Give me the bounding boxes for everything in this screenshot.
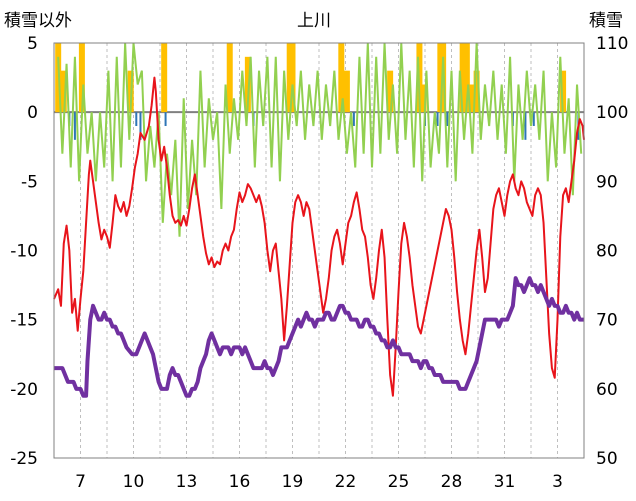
blue-bar bbox=[524, 112, 527, 140]
x-tick-label: 28 bbox=[441, 472, 463, 492]
orange-bar bbox=[78, 43, 85, 113]
orange-bar bbox=[387, 70, 394, 113]
x-tick-label: 3 bbox=[552, 472, 563, 492]
left-tick-label: -20 bbox=[10, 380, 38, 400]
orange-bar bbox=[289, 43, 296, 113]
series-line bbox=[53, 76, 585, 397]
left-tick-label: -15 bbox=[10, 311, 38, 331]
orange-bar bbox=[463, 43, 470, 113]
orange-bar bbox=[469, 84, 476, 113]
left-tick-label: -25 bbox=[10, 449, 38, 469]
left-tick-label: 0 bbox=[27, 103, 38, 123]
blue-bar bbox=[352, 112, 355, 126]
x-tick-label: 7 bbox=[75, 472, 86, 492]
blue-bar bbox=[532, 112, 535, 126]
series-lines bbox=[53, 42, 585, 398]
x-tick-label: 22 bbox=[335, 472, 357, 492]
right-tick-label: 80 bbox=[596, 242, 618, 262]
blue-bar bbox=[446, 112, 449, 126]
blue-bar bbox=[139, 112, 142, 140]
orange-bar bbox=[473, 70, 480, 113]
right-tick-label: 110 bbox=[596, 34, 628, 54]
x-tick-label: 25 bbox=[388, 472, 410, 492]
right-tick-label: 100 bbox=[596, 103, 628, 123]
right-tick-label: 70 bbox=[596, 311, 618, 331]
orange-bar bbox=[244, 56, 251, 113]
green-series-line bbox=[57, 42, 583, 237]
orange-bar bbox=[226, 43, 233, 113]
x-tick-label: 31 bbox=[494, 472, 516, 492]
orange-bar bbox=[338, 43, 345, 113]
x-tick-label: 16 bbox=[229, 472, 251, 492]
left-tick-label: -5 bbox=[21, 172, 38, 192]
x-tick-label: 19 bbox=[282, 472, 304, 492]
right-tick-label: 90 bbox=[596, 172, 618, 192]
left-axis-label: 積雪以外 bbox=[4, 11, 72, 31]
orange-bar bbox=[161, 43, 168, 113]
orange-bar bbox=[459, 43, 466, 113]
left-tick-label: -10 bbox=[10, 242, 38, 262]
orange-bar bbox=[60, 70, 67, 113]
right-tick-label: 60 bbox=[596, 380, 618, 400]
plot-frame bbox=[53, 42, 585, 459]
orange-bar bbox=[420, 84, 427, 113]
x-tick-label: 13 bbox=[176, 472, 198, 492]
blue-bar bbox=[164, 112, 167, 126]
chart-title: 上川 bbox=[297, 11, 331, 31]
right-tick-label: 50 bbox=[596, 449, 618, 469]
blue-bar bbox=[436, 112, 439, 126]
orange-bar bbox=[560, 70, 567, 113]
blue-bar bbox=[73, 112, 76, 140]
series-line bbox=[54, 276, 584, 398]
x-tick-label: 10 bbox=[123, 472, 145, 492]
right-axis-label: 積雪 bbox=[589, 11, 623, 31]
blue-bar bbox=[135, 112, 138, 126]
left-tick-label: 5 bbox=[27, 34, 38, 54]
orange-bar bbox=[343, 70, 350, 113]
